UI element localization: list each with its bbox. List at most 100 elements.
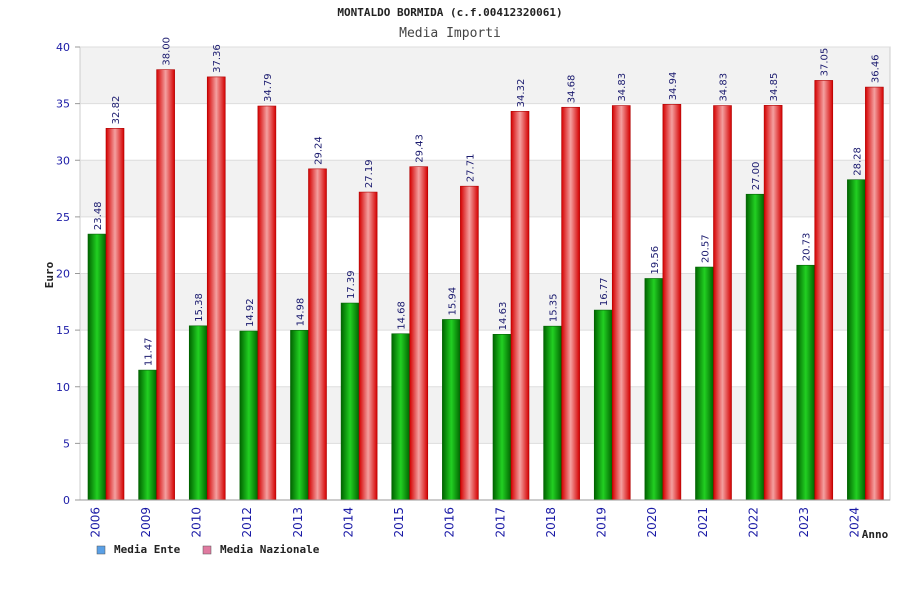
x-tick-label-2023: 2023	[797, 507, 811, 538]
value-label-media-ente-2016: 15.94	[447, 287, 458, 316]
value-label-media-nazionale-2006: 32.82	[111, 96, 122, 125]
y-tick-label: 20	[56, 268, 70, 281]
x-tick-label-2009: 2009	[139, 507, 153, 538]
y-tick-label: 35	[56, 98, 70, 111]
value-label-media-ente-2024: 28.28	[852, 147, 863, 176]
value-label-media-nazionale-2010: 37.36	[212, 44, 223, 73]
value-label-media-ente-2014: 17.39	[346, 270, 357, 299]
value-label-media-ente-2022: 27.00	[751, 162, 762, 191]
legend-label-media-nazionale: Media Nazionale	[220, 543, 320, 556]
bar-media-ente-2022	[745, 193, 765, 501]
bar-media-ente-2018	[543, 325, 562, 501]
bar-media-nazionale-2023	[814, 80, 834, 501]
value-label-media-ente-2017: 14.63	[498, 302, 509, 331]
value-label-media-ente-2023: 20.73	[802, 233, 813, 262]
y-tick-label: 10	[56, 381, 70, 394]
value-label-media-ente-2010: 15.38	[194, 293, 205, 322]
bar-media-ente-2012	[239, 330, 259, 501]
x-tick-label-2013: 2013	[291, 507, 305, 538]
value-label-media-ente-2013: 14.98	[296, 298, 307, 327]
bar-media-ente-2015	[391, 333, 411, 501]
x-tick-label-2019: 2019	[595, 507, 609, 538]
bar-media-ente-2021	[695, 266, 714, 501]
bar-media-nazionale-2016	[460, 185, 479, 501]
bar-media-ente-2013	[290, 330, 309, 501]
x-tick-label-2017: 2017	[493, 507, 507, 538]
bar-media-nazionale-2024	[865, 86, 884, 501]
bar-media-nazionale-2020	[662, 104, 682, 501]
value-label-media-ente-2021: 20.57	[701, 234, 712, 263]
bar-media-nazionale-2009	[156, 69, 175, 501]
chart-title: MONTALDO BORMIDA (c.f.00412320061)	[337, 6, 562, 19]
y-axis-ticks: 0 5 10 15 20 25 30 35 40	[56, 41, 80, 507]
x-axis-title: Anno	[862, 528, 889, 541]
value-label-media-ente-2018: 15.35	[549, 294, 560, 323]
x-tick-label-2022: 2022	[746, 507, 760, 538]
value-label-media-nazionale-2012: 34.79	[263, 73, 274, 102]
bar-media-nazionale-2017	[510, 111, 530, 501]
value-label-media-nazionale-2024: 36.46	[870, 54, 881, 83]
x-tick-label-2010: 2010	[190, 507, 204, 538]
bar-media-ente-2014	[340, 302, 360, 501]
x-tick-label-2012: 2012	[240, 507, 254, 538]
bar-media-nazionale-2018	[561, 106, 580, 501]
bar-media-ente-2009	[138, 369, 157, 501]
legend-swatch-media-nazionale	[202, 545, 212, 555]
bar-media-nazionale-2006	[105, 128, 125, 501]
bars: 23.48 32.82 11.47 38.00 15.38 37.36 14.92 34.79…	[87, 37, 884, 501]
value-label-media-nazionale-2023: 37.05	[820, 48, 831, 77]
value-label-media-nazionale-2014: 27.19	[364, 159, 375, 188]
bar-media-ente-2024	[847, 179, 866, 501]
y-tick-label: 40	[56, 41, 70, 54]
value-label-media-nazionale-2018: 34.68	[567, 75, 578, 104]
bar-media-ente-2006	[87, 233, 107, 501]
bar-media-ente-2010	[188, 325, 208, 501]
value-label-media-ente-2006: 23.48	[93, 201, 104, 230]
x-tick-label-2024: 2024	[848, 507, 862, 538]
bar-media-nazionale-2019	[611, 105, 631, 501]
bar-media-nazionale-2013	[308, 168, 327, 501]
value-label-media-ente-2009: 11.47	[144, 337, 155, 366]
value-label-media-ente-2020: 19.56	[650, 246, 661, 275]
x-tick-label-2021: 2021	[696, 507, 710, 538]
y-tick-label: 0	[63, 494, 70, 507]
value-label-media-nazionale-2020: 34.94	[668, 72, 679, 101]
bar-media-nazionale-2012	[257, 105, 277, 501]
value-label-media-nazionale-2017: 34.32	[516, 79, 527, 108]
bar-media-ente-2016	[442, 319, 461, 501]
bar-media-ente-2023	[796, 264, 816, 501]
y-tick-label: 15	[56, 324, 70, 337]
bar-media-nazionale-2022	[763, 105, 783, 501]
y-axis-title: Euro	[43, 261, 56, 288]
bar-media-nazionale-2014	[358, 191, 378, 501]
x-tick-label-2015: 2015	[392, 507, 406, 538]
y-tick-label: 30	[56, 154, 70, 167]
value-label-media-ente-2015: 14.68	[397, 301, 408, 330]
bar-media-nazionale-2015	[409, 166, 429, 501]
x-tick-label-2018: 2018	[544, 507, 558, 538]
value-label-media-nazionale-2021: 34.83	[719, 73, 730, 102]
y-tick-label: 25	[56, 211, 70, 224]
value-label-media-nazionale-2019: 34.83	[617, 73, 628, 102]
bar-media-ente-2019	[593, 309, 613, 501]
x-tick-label-2006: 2006	[88, 507, 102, 538]
value-label-media-nazionale-2016: 27.71	[465, 154, 476, 183]
value-label-media-nazionale-2009: 38.00	[162, 37, 173, 66]
chart-subtitle: Media Importi	[399, 26, 501, 41]
value-label-media-ente-2019: 16.77	[599, 277, 610, 306]
y-tick-label: 5	[63, 437, 70, 450]
legend: Media Ente Media Nazionale	[96, 543, 320, 556]
legend-swatch-media-ente	[96, 545, 106, 555]
legend-label-media-ente: Media Ente	[114, 543, 181, 556]
bar-media-nazionale-2021	[713, 105, 732, 501]
value-label-media-nazionale-2013: 29.24	[314, 136, 325, 165]
value-label-media-nazionale-2022: 34.85	[769, 73, 780, 102]
x-tick-label-2016: 2016	[443, 507, 457, 538]
value-label-media-ente-2012: 14.92	[245, 298, 256, 327]
value-label-media-nazionale-2015: 29.43	[415, 134, 426, 163]
bar-media-ente-2020	[644, 278, 664, 501]
bar-media-ente-2017	[492, 334, 512, 501]
x-tick-label-2020: 2020	[645, 507, 659, 538]
x-axis-ticks: 2006 2009 2010 2012 2013 2014 2015 2016 2017 2018…	[80, 499, 890, 538]
